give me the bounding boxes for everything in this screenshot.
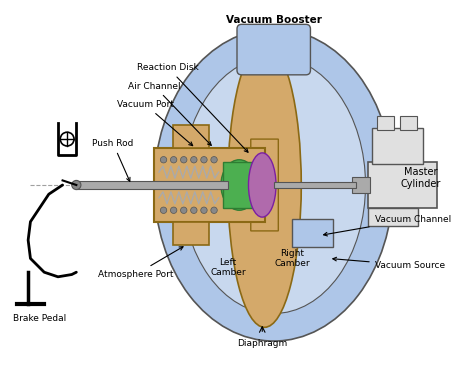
FancyBboxPatch shape (292, 219, 333, 247)
Circle shape (160, 157, 167, 163)
Circle shape (171, 157, 177, 163)
FancyBboxPatch shape (155, 148, 264, 222)
Ellipse shape (221, 160, 258, 210)
Text: Vacuum Port: Vacuum Port (117, 100, 192, 146)
Text: Right
Camber: Right Camber (274, 249, 310, 268)
Text: Diaphragm: Diaphragm (237, 339, 287, 348)
FancyBboxPatch shape (251, 139, 278, 231)
Text: Left
Camber: Left Camber (210, 258, 246, 278)
Text: Vacuum Source: Vacuum Source (333, 257, 445, 270)
Circle shape (201, 157, 207, 163)
FancyBboxPatch shape (273, 182, 356, 188)
Circle shape (211, 207, 217, 213)
Circle shape (171, 207, 177, 213)
Text: Air Channel: Air Channel (128, 82, 211, 145)
FancyBboxPatch shape (400, 116, 418, 130)
Circle shape (160, 207, 167, 213)
Text: Push Rod: Push Rod (92, 139, 134, 181)
Circle shape (201, 207, 207, 213)
Text: Atmosphere Port: Atmosphere Port (98, 247, 183, 279)
FancyBboxPatch shape (173, 222, 210, 245)
FancyBboxPatch shape (373, 128, 423, 164)
Text: Brake Pedal: Brake Pedal (13, 314, 66, 323)
Circle shape (181, 157, 187, 163)
Circle shape (181, 207, 187, 213)
Circle shape (191, 207, 197, 213)
Text: Master
Cylinder: Master Cylinder (401, 167, 441, 189)
FancyBboxPatch shape (377, 116, 394, 130)
FancyBboxPatch shape (76, 181, 228, 189)
FancyBboxPatch shape (223, 162, 255, 208)
Ellipse shape (155, 29, 393, 341)
Text: Vacuum Channel: Vacuum Channel (324, 215, 451, 236)
Ellipse shape (182, 57, 365, 313)
Ellipse shape (228, 43, 301, 327)
FancyBboxPatch shape (368, 208, 419, 226)
Text: Reaction Disk: Reaction Disk (137, 63, 248, 152)
FancyBboxPatch shape (368, 162, 437, 208)
Circle shape (72, 181, 81, 189)
Circle shape (60, 132, 74, 146)
Circle shape (191, 157, 197, 163)
Text: Vacuum Booster: Vacuum Booster (226, 15, 322, 25)
FancyBboxPatch shape (173, 125, 210, 148)
FancyBboxPatch shape (237, 24, 310, 75)
Ellipse shape (248, 153, 276, 217)
FancyBboxPatch shape (352, 177, 370, 193)
Circle shape (211, 157, 217, 163)
